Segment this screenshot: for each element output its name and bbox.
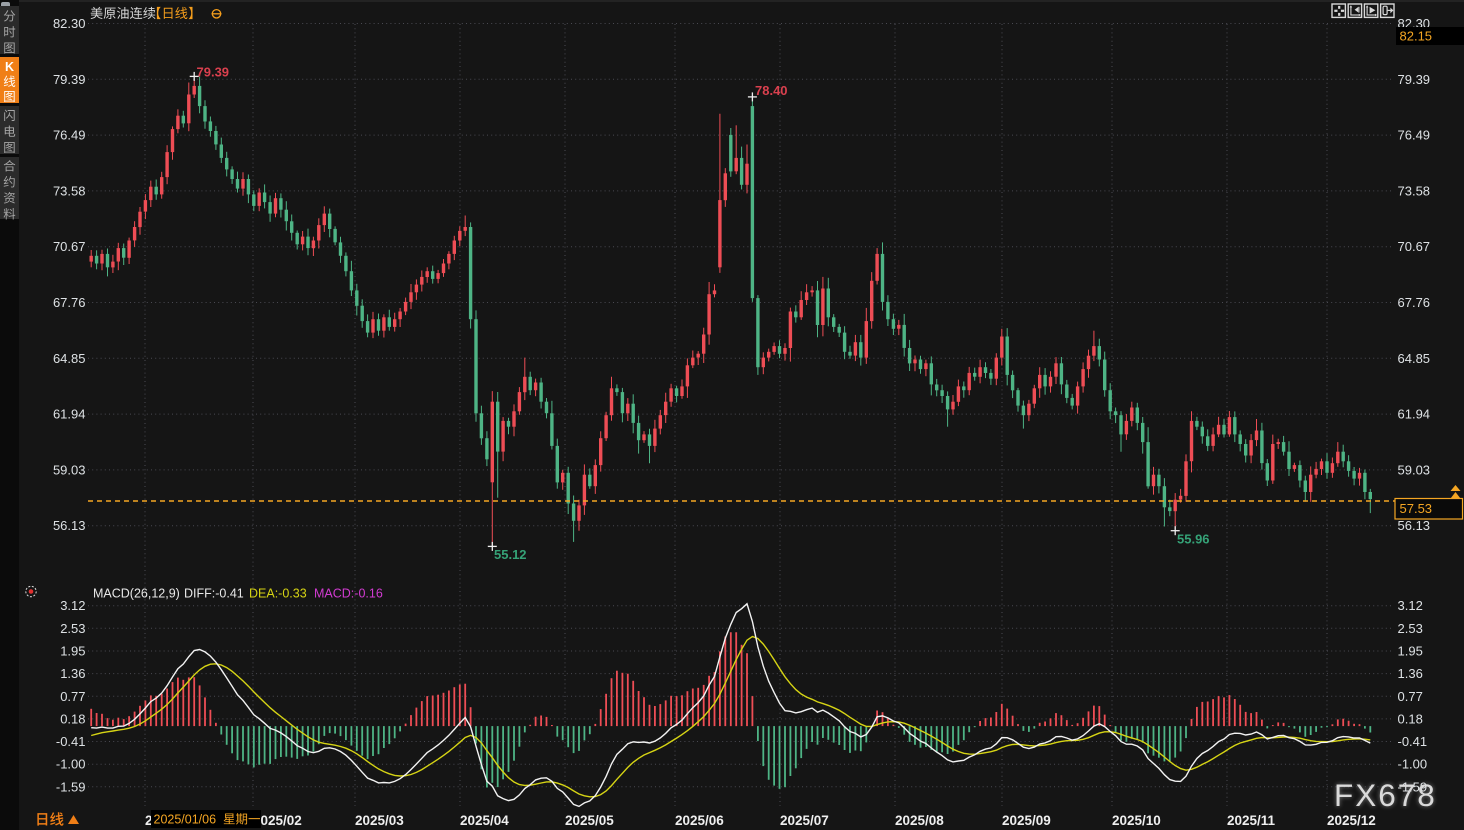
svg-text:FX678: FX678 xyxy=(1334,777,1437,813)
svg-text:76.49: 76.49 xyxy=(1398,128,1431,143)
svg-text:61.94: 61.94 xyxy=(1398,407,1431,422)
svg-text:59.03: 59.03 xyxy=(1398,462,1431,477)
svg-text:73.58: 73.58 xyxy=(53,183,86,198)
svg-text:2.53: 2.53 xyxy=(60,621,85,636)
svg-text:70.67: 70.67 xyxy=(1398,239,1431,254)
svg-text:55.12: 55.12 xyxy=(494,547,527,562)
svg-text:MACD:-0.16: MACD:-0.16 xyxy=(314,587,383,601)
svg-text:-1.59: -1.59 xyxy=(56,779,86,794)
svg-text:-1.59: -1.59 xyxy=(1398,779,1428,794)
svg-text:79.39: 79.39 xyxy=(53,72,86,87)
svg-text:2025/12: 2025/12 xyxy=(1327,813,1376,828)
svg-text:78.40: 78.40 xyxy=(755,83,788,98)
svg-text:1.95: 1.95 xyxy=(60,644,85,659)
svg-text:DEA:-0.33: DEA:-0.33 xyxy=(249,587,307,601)
svg-text:0.18: 0.18 xyxy=(1398,711,1423,726)
svg-text:3.12: 3.12 xyxy=(1398,598,1423,613)
svg-text:DIFF:-0.41: DIFF:-0.41 xyxy=(184,587,244,601)
svg-text:59.03: 59.03 xyxy=(53,462,86,477)
svg-text:67.76: 67.76 xyxy=(53,295,86,310)
svg-text:0.77: 0.77 xyxy=(1398,689,1423,704)
svg-text:64.85: 64.85 xyxy=(1398,351,1431,366)
svg-text:2.53: 2.53 xyxy=(1398,621,1423,636)
svg-text:2025/08: 2025/08 xyxy=(895,813,944,828)
svg-text:70.67: 70.67 xyxy=(53,239,86,254)
svg-text:0.77: 0.77 xyxy=(60,689,85,704)
svg-text:57.53: 57.53 xyxy=(1400,501,1433,516)
svg-text:3.12: 3.12 xyxy=(60,598,85,613)
svg-text:-1.00: -1.00 xyxy=(56,757,86,772)
svg-text:1.36: 1.36 xyxy=(1398,666,1423,681)
svg-text:2025/09: 2025/09 xyxy=(1002,813,1051,828)
svg-text:56.13: 56.13 xyxy=(1398,518,1431,533)
svg-text:64.85: 64.85 xyxy=(53,351,86,366)
svg-text:2025/01/06: 2025/01/06 xyxy=(154,813,217,827)
svg-text:-0.41: -0.41 xyxy=(1398,734,1428,749)
svg-text:82.15: 82.15 xyxy=(1400,29,1433,44)
svg-text:2025/10: 2025/10 xyxy=(1112,813,1161,828)
svg-text:82.30: 82.30 xyxy=(53,16,86,31)
svg-text:-0.41: -0.41 xyxy=(56,734,86,749)
svg-text:79.39: 79.39 xyxy=(1398,72,1431,87)
svg-text:73.58: 73.58 xyxy=(1398,183,1431,198)
svg-text:-1.00: -1.00 xyxy=(1398,757,1428,772)
svg-text:2025/07: 2025/07 xyxy=(780,813,829,828)
svg-text:56.13: 56.13 xyxy=(53,518,86,533)
svg-text:1.95: 1.95 xyxy=(1398,644,1423,659)
svg-text:1.36: 1.36 xyxy=(60,666,85,681)
svg-text:MACD(26,12,9): MACD(26,12,9) xyxy=(93,587,180,601)
svg-text:61.94: 61.94 xyxy=(53,407,86,422)
svg-text:K: K xyxy=(5,60,14,74)
svg-text:55.96: 55.96 xyxy=(1177,532,1210,547)
svg-text:2025/03: 2025/03 xyxy=(355,813,404,828)
svg-text:0.18: 0.18 xyxy=(60,711,85,726)
svg-text:67.76: 67.76 xyxy=(1398,295,1431,310)
svg-text:2025/06: 2025/06 xyxy=(675,813,724,828)
svg-text:2025/11: 2025/11 xyxy=(1227,813,1276,828)
svg-text:76.49: 76.49 xyxy=(53,128,86,143)
svg-text:2025/05: 2025/05 xyxy=(565,813,614,828)
svg-text:2025/02: 2025/02 xyxy=(253,813,302,828)
svg-text:2025/04: 2025/04 xyxy=(460,813,509,828)
svg-text:79.39: 79.39 xyxy=(197,65,230,80)
